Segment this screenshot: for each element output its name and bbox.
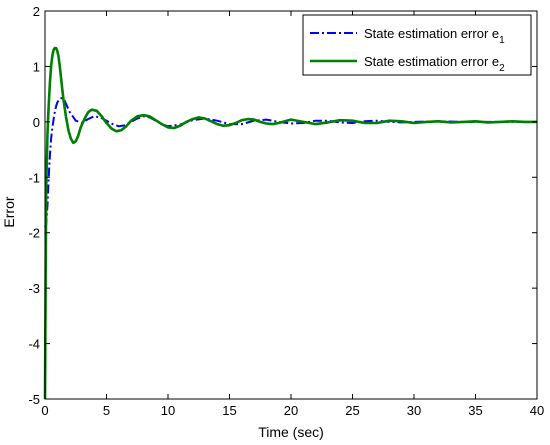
series-layer [43, 46, 537, 400]
x-tick-label: 25 [345, 403, 359, 418]
y-tick-label: 0 [33, 115, 40, 130]
legend-label-e2: State estimation error e2 [364, 54, 505, 74]
x-tick-label: 5 [103, 403, 110, 418]
legend-box [302, 14, 532, 76]
x-tick-label: 15 [222, 403, 236, 418]
x-tick-label: 30 [407, 403, 421, 418]
y-tick-label: -2 [28, 226, 40, 241]
y-tick-label: 2 [33, 4, 40, 19]
x-tick-label: 40 [530, 403, 544, 418]
legend-label-e1-subscript: 1 [499, 35, 505, 46]
x-tick-label: 35 [468, 403, 482, 418]
y-tick-label: -5 [28, 392, 40, 407]
y-tick-label: -1 [28, 170, 40, 185]
y-tick-label: -4 [28, 337, 40, 352]
y-tick-label: -3 [28, 281, 40, 296]
legend: State estimation error e1 State estimati… [302, 14, 532, 76]
axes-layer: 0 5 10 15 20 25 30 35 40 -5 -4 -3 -2 -1 0 1 2 [28, 4, 544, 418]
x-axis-label: Time (sec) [258, 424, 324, 440]
y-axis-label: Error [1, 196, 17, 227]
x-tick-label: 20 [284, 403, 298, 418]
x-tick-label: 10 [161, 403, 175, 418]
y-tick-label: 1 [33, 59, 40, 74]
x-tick-label: 0 [41, 403, 48, 418]
series-line-e2 [43, 46, 537, 400]
legend-label-e2-text: State estimation error e [364, 54, 499, 69]
legend-label-e1-text: State estimation error e [364, 26, 499, 41]
legend-label-e1: State estimation error e1 [364, 26, 505, 46]
legend-label-e2-subscript: 2 [499, 63, 505, 74]
